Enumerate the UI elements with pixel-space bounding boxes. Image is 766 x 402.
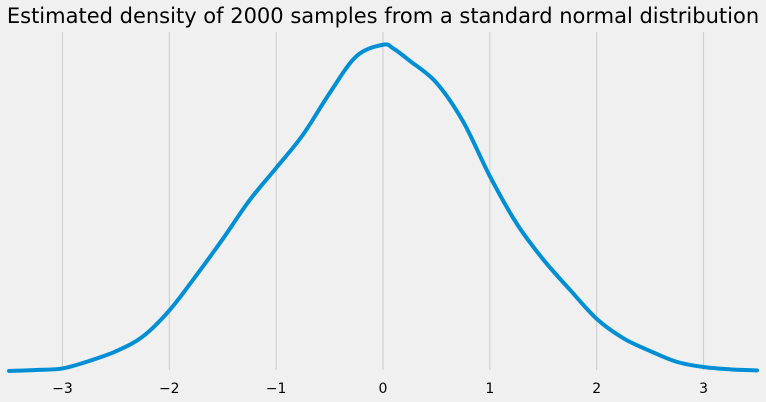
x-tick-label: 0 bbox=[379, 381, 388, 397]
chart-title: Estimated density of 2000 samples from a… bbox=[7, 4, 759, 28]
x-tick-label: −3 bbox=[52, 381, 73, 397]
x-tick-label: 1 bbox=[485, 381, 494, 397]
x-tick-label: −2 bbox=[159, 381, 180, 397]
x-grid-lines bbox=[61, 32, 705, 370]
density-curve bbox=[7, 42, 759, 373]
x-tick-label: 3 bbox=[699, 381, 708, 397]
x-tick-label: −1 bbox=[266, 381, 287, 397]
x-tick-label: 2 bbox=[592, 381, 601, 397]
x-tick-labels: −3 −2 −1 0 1 2 3 bbox=[52, 381, 708, 397]
